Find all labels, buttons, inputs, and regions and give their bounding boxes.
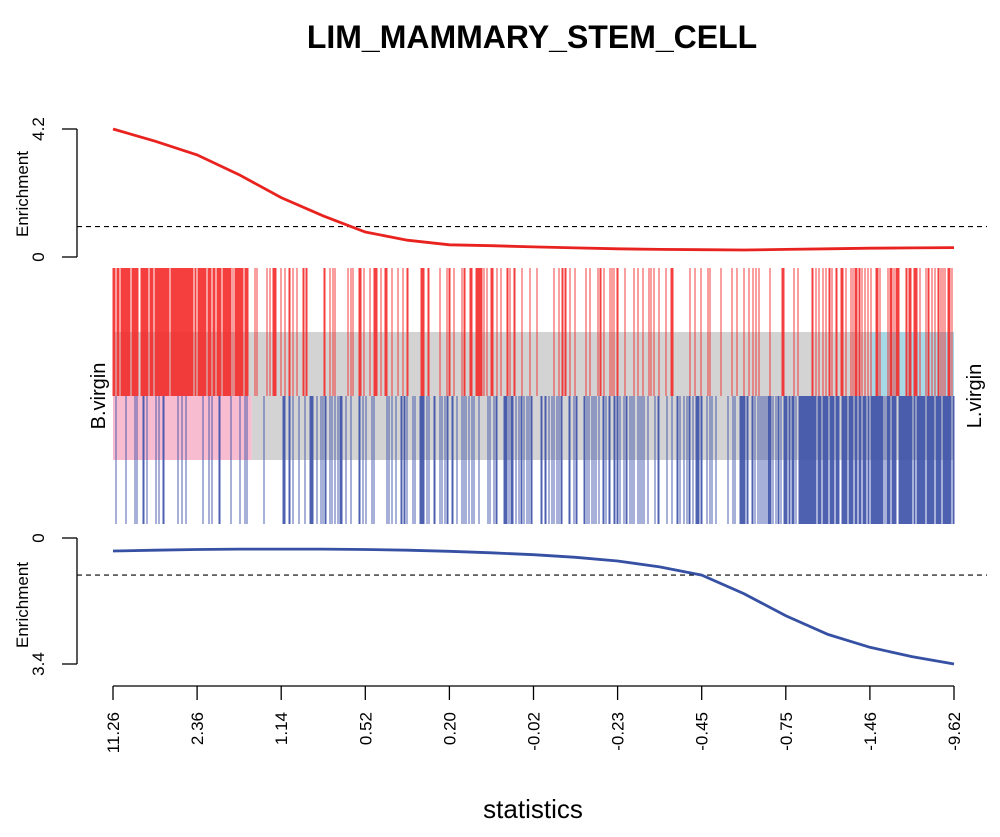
lower-enrichment-panel: 0 3.4 Enrichment [13, 533, 987, 676]
lower-enrichment-curve [112, 547, 955, 666]
chart-title: LIM_MAMMARY_STEM_CELL [307, 19, 757, 55]
upper-y-tick-label-max: 4.2 [29, 117, 48, 141]
barcode-band-upper-1 [869, 332, 954, 396]
x-tick-label: 0.20 [440, 712, 459, 745]
x-tick-label: -0.45 [693, 712, 712, 751]
right-group-label: L.virgin [964, 364, 986, 428]
left-group-label: B.virgin [88, 363, 110, 430]
upper-enrichment-panel: 0 4.2 Enrichment [13, 117, 987, 262]
lower-y-tick-label-max: 3.4 [29, 652, 48, 676]
x-tick-label: -0.02 [525, 712, 544, 751]
barcode-up-bars [112, 268, 953, 396]
x-tick-label: 11.26 [104, 712, 123, 753]
upper-y-axis-label: Enrichment [13, 151, 32, 237]
x-axis: 11.26 2.36 1.14 0.52 0.20 -0.02 -0.23 -0.45 -0.7… [104, 685, 964, 753]
barcode-down-bars [115, 396, 955, 524]
lower-y-tick-label-0: 0 [29, 533, 48, 542]
x-tick-label: -0.23 [609, 712, 628, 751]
x-axis-label: statistics [483, 794, 583, 824]
x-tick-label: 0.52 [356, 712, 375, 745]
upper-enrichment-curve [112, 127, 955, 252]
x-tick-label: 2.36 [188, 712, 207, 745]
x-tick-label: -0.75 [777, 712, 796, 751]
upper-y-tick-label-0: 0 [29, 252, 48, 261]
x-tick-label: -1.46 [861, 712, 880, 751]
lower-y-axis-label: Enrichment [13, 562, 32, 648]
x-tick-label: -9.62 [945, 712, 964, 751]
x-tick-label: 1.14 [272, 712, 291, 745]
